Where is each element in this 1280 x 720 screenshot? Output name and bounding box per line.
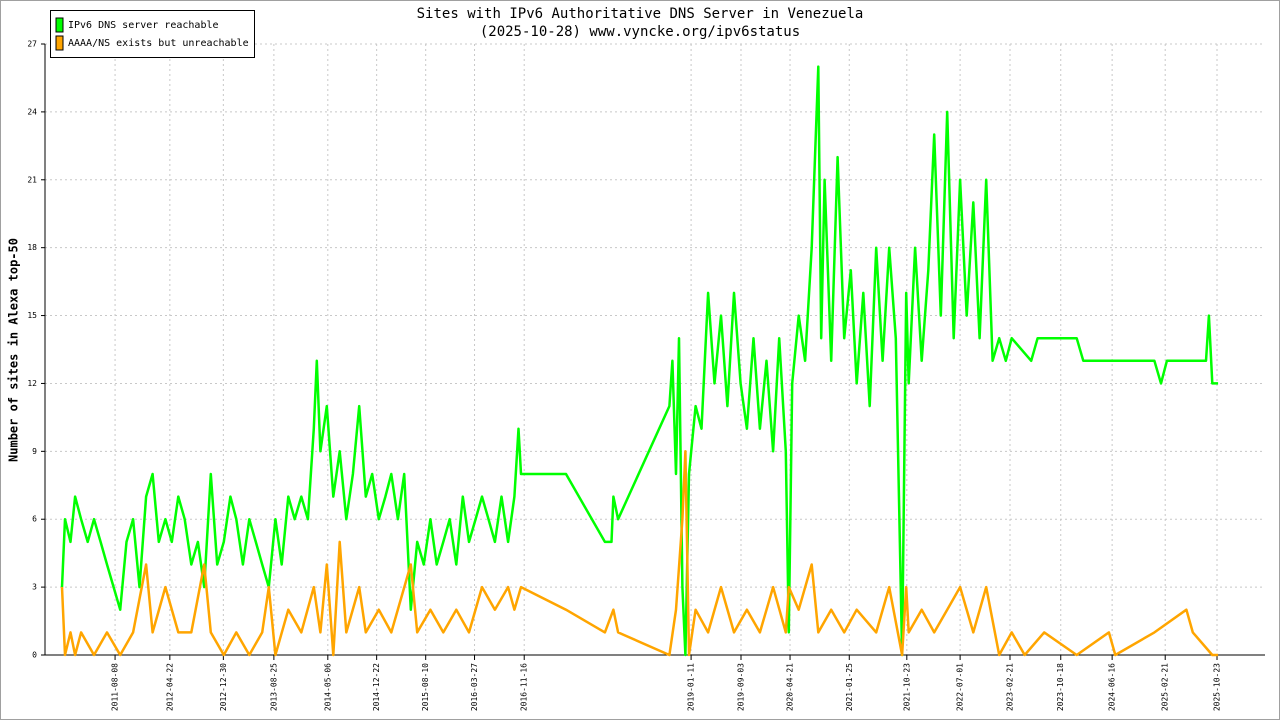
legend-label: IPv6 DNS server reachable xyxy=(68,20,219,31)
x-tick-label: 2012-12-30 xyxy=(219,663,228,711)
y-tick-label: 0 xyxy=(32,651,37,660)
x-tick-label: 2016-03-27 xyxy=(470,663,479,711)
y-tick-label: 24 xyxy=(27,107,37,116)
y-tick-label: 18 xyxy=(27,243,37,252)
legend-swatch xyxy=(55,35,64,51)
x-tick-label: 2012-04-22 xyxy=(165,663,174,711)
legend-label: AAAA/NS exists but unreachable xyxy=(68,38,249,49)
y-tick-label: 21 xyxy=(27,175,37,184)
series-line xyxy=(60,450,1219,657)
chart-title: Sites with IPv6 Authoritative DNS Server… xyxy=(417,6,864,22)
y-tick-label: 12 xyxy=(27,379,37,388)
x-tick-label: 2023-10-18 xyxy=(1056,663,1065,711)
y-axis-label: Number of sites in Alexa top-50 xyxy=(7,238,21,462)
x-tick-label: 2022-07-01 xyxy=(956,663,965,711)
chart-subtitle: (2025-10-28) www.vyncke.org/ipv6status xyxy=(480,24,800,40)
y-tick-label: 9 xyxy=(32,447,37,456)
x-tick-label: 2013-08-25 xyxy=(269,663,278,711)
x-tick-label: 2023-02-21 xyxy=(1006,663,1015,711)
x-tick-label: 2014-12-22 xyxy=(372,663,381,711)
x-tick-label: 2015-08-10 xyxy=(421,663,430,711)
x-tick-label: 2021-01-25 xyxy=(845,663,854,711)
x-tick-label: 2014-05-06 xyxy=(323,663,332,711)
y-tick-label: 3 xyxy=(32,583,37,592)
y-tick-label: 6 xyxy=(32,515,37,524)
legend-box xyxy=(50,10,255,58)
y-tick-label: 27 xyxy=(27,40,37,49)
x-tick-label: 2025-02-21 xyxy=(1161,663,1170,711)
x-tick-label: 2020-04-21 xyxy=(786,663,795,711)
x-tick-label: 2024-06-16 xyxy=(1108,663,1117,711)
x-tick-label: 2025-10-23 xyxy=(1213,663,1222,711)
x-tick-label: 2019-01-11 xyxy=(687,663,696,711)
y-tick-label: 15 xyxy=(27,311,37,320)
x-tick-label: 2021-10-23 xyxy=(902,663,911,711)
x-tick-label: 2011-08-08 xyxy=(111,663,120,711)
series-line xyxy=(60,65,1219,657)
legend-swatch xyxy=(55,17,64,33)
x-tick-label: 2019-09-03 xyxy=(736,663,745,711)
x-tick-label: 2016-11-16 xyxy=(520,663,529,711)
